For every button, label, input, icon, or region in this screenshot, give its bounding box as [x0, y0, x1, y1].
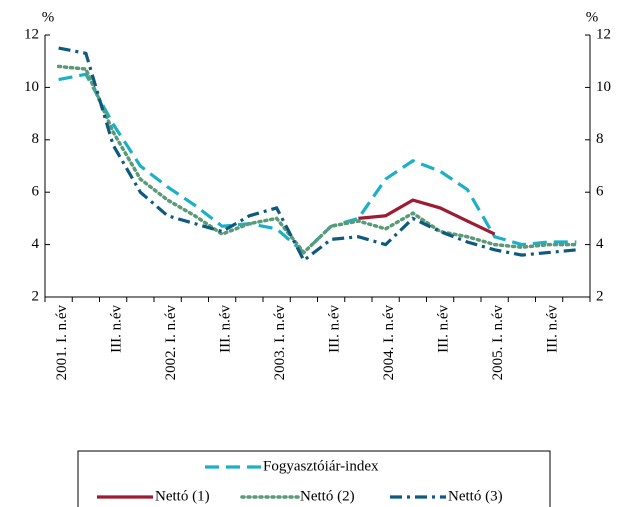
series-line — [58, 46, 577, 263]
x-tick-label: 2004. I. n.év — [381, 305, 397, 381]
y2-tick-label: 8 — [596, 131, 604, 147]
y2-tick-label: 4 — [596, 236, 604, 252]
x-tick-label: 2005. I. n.év — [490, 305, 506, 381]
y-tick-label: 2 — [32, 288, 40, 304]
y-tick-label: 8 — [32, 131, 40, 147]
y-axis-label: % — [42, 9, 55, 25]
x-tick-label: 2003. I. n.év — [272, 305, 288, 381]
legend-label: Nettó (2) — [300, 488, 355, 504]
legend-box — [77, 450, 551, 507]
x-tick-label: III. n.év — [436, 305, 452, 353]
legend-label: Nettó (3) — [448, 488, 503, 504]
legend-label: Fogyasztóiár-index — [263, 458, 379, 474]
y-tick-label: 6 — [32, 184, 40, 200]
y2-tick-label: 2 — [596, 288, 604, 304]
y2-tick-label: 6 — [596, 184, 604, 200]
series-line — [56, 64, 579, 256]
y-tick-label: 10 — [24, 79, 39, 95]
series-line — [358, 198, 496, 236]
y2-tick-label: 10 — [596, 79, 611, 95]
y-tick-label: 4 — [32, 236, 40, 252]
x-tick-label: III. n.év — [545, 305, 561, 353]
legend-label: Nettó (1) — [155, 488, 210, 504]
y2-axis-label: % — [586, 9, 599, 25]
series-line — [58, 72, 577, 255]
x-tick-label: III. n.év — [109, 305, 125, 353]
x-tick-label: III. n.év — [327, 305, 343, 353]
x-tick-label: III. n.év — [218, 305, 234, 353]
y-tick-label: 12 — [24, 26, 39, 42]
x-tick-label: 2001. I. n.év — [54, 305, 70, 381]
x-tick-label: 2002. I. n.év — [163, 305, 179, 381]
y2-tick-label: 12 — [596, 26, 611, 42]
